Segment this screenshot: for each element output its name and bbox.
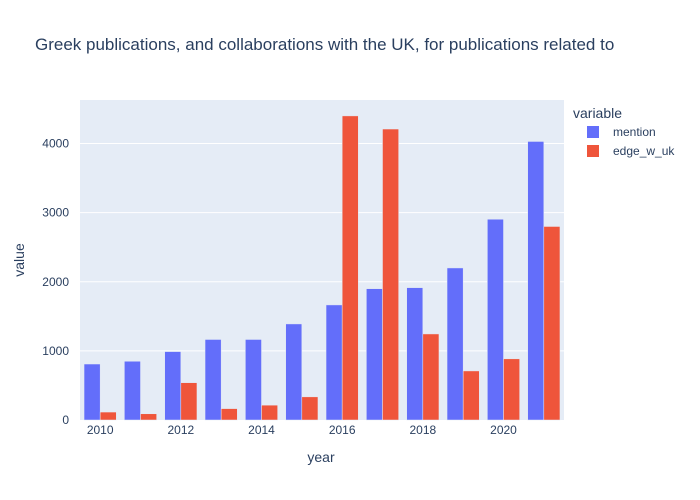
x-tick-label: 2014 [248, 423, 275, 437]
bar-edge_w_uk-2015[interactable] [301, 396, 319, 421]
y-tick-label: 0 [62, 413, 69, 427]
bar-edge_w_uk-2021[interactable] [543, 226, 561, 421]
x-tick-label: 2020 [490, 423, 517, 437]
legend[interactable]: variable mention edge_w_uk [573, 105, 675, 158]
y-axis-title: value [11, 243, 27, 277]
bars-group [83, 115, 561, 421]
y-tick-label: 2000 [42, 275, 69, 289]
bar-mention-2012[interactable] [164, 351, 182, 421]
bar-mention-2016[interactable] [325, 304, 343, 421]
bar-edge_w_uk-2017[interactable] [382, 128, 399, 421]
bar-mention-2014[interactable] [245, 339, 262, 421]
bar-edge_w_uk-2011[interactable] [140, 413, 157, 421]
x-tick-label: 2016 [329, 423, 356, 437]
legend-item-edge_w_uk[interactable]: edge_w_uk [587, 144, 675, 158]
plot-area [80, 100, 564, 420]
gridlines [80, 143, 564, 352]
y-axis-ticks: 0 1000 2000 3000 4000 [42, 137, 69, 427]
bar-edge_w_uk-2020[interactable] [503, 358, 520, 421]
bar-mention-2021[interactable] [527, 141, 545, 421]
x-axis-title: year [307, 449, 335, 465]
legend-title: variable [573, 105, 622, 121]
y-tick-label: 1000 [42, 344, 69, 358]
y-tick-label: 3000 [42, 206, 69, 220]
bar-mention-2015[interactable] [285, 323, 303, 421]
legend-swatch [587, 126, 599, 138]
bar-edge_w_uk-2016[interactable] [341, 115, 359, 421]
legend-item-mention[interactable]: mention [587, 125, 656, 139]
legend-label: edge_w_uk [613, 144, 675, 158]
bar-mention-2018[interactable] [406, 287, 424, 421]
bar-edge_w_uk-2012[interactable] [180, 382, 198, 421]
bar-mention-2019[interactable] [446, 267, 464, 421]
bar-mention-2017[interactable] [366, 288, 383, 421]
bar-edge_w_uk-2014[interactable] [261, 404, 278, 421]
legend-label: mention [613, 125, 656, 139]
chart-title: Greek publications, and collaborations w… [35, 35, 614, 54]
bar-mention-2013[interactable] [204, 339, 222, 421]
legend-swatch [587, 145, 599, 157]
x-axis-ticks: 2010 2012 2014 2016 2018 2020 [87, 423, 517, 437]
x-tick-label: 2012 [167, 423, 194, 437]
bar-edge_w_uk-2018[interactable] [422, 333, 440, 421]
y-tick-label: 4000 [42, 137, 69, 151]
bar-edge_w_uk-2010[interactable] [99, 411, 117, 421]
bar-edge_w_uk-2019[interactable] [462, 370, 480, 421]
x-tick-label: 2018 [409, 423, 436, 437]
bar-edge_w_uk-2013[interactable] [220, 408, 238, 421]
bar-mention-2011[interactable] [124, 361, 141, 421]
bar-mention-2010[interactable] [83, 363, 101, 421]
x-tick-label: 2010 [87, 423, 114, 437]
bar-mention-2020[interactable] [487, 218, 504, 421]
